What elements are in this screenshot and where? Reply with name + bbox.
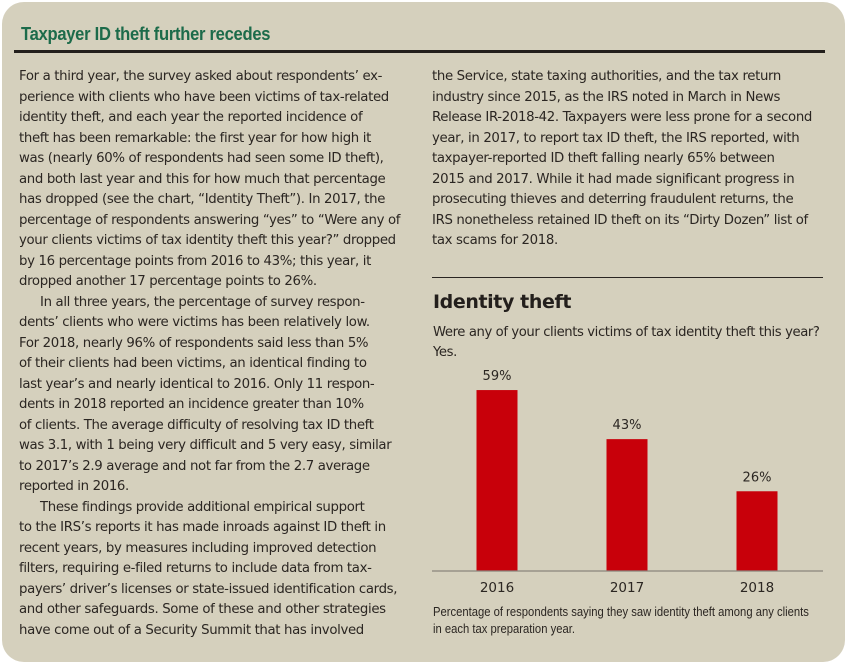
- left-paragraph-2-line: of clients. The average difficulty of re…: [19, 417, 374, 433]
- headline-divider: [14, 50, 825, 53]
- left-paragraph-3-line: payers’ driver’s licenses or state-issue…: [19, 581, 398, 597]
- right-paragraph-1-line: tax scams for 2018.: [432, 233, 558, 248]
- chart-subtitle-line: Were any of your clients victims of tax …: [433, 325, 820, 340]
- left-paragraph-2-line: dents’ clients who were victims has been…: [19, 315, 370, 330]
- left-paragraph-1-line: has dropped (see the chart, “Identity Th…: [19, 192, 386, 207]
- left-paragraph-3-line: filters, requiring e-filed returns to in…: [19, 561, 372, 576]
- left-paragraph-2-line: In all three years, the percentage of su…: [40, 294, 365, 310]
- chart-divider: [432, 277, 823, 278]
- right-paragraph-1-line: IRS nonetheless retained ID theft on its…: [432, 212, 808, 228]
- chart-bars: 59% 2016 43% 2017 26% 2018: [476, 369, 778, 596]
- left-paragraph-1-line: For a third year, the survey asked about…: [19, 69, 383, 84]
- x-tick-label-2016: 2016: [480, 580, 514, 596]
- x-tick-label-2018: 2018: [740, 580, 774, 596]
- left-paragraph-2-line: For 2018, nearly 96% of respondents said…: [19, 335, 369, 351]
- chart-subtitle: Were any of your clients victims of tax …: [433, 323, 820, 363]
- left-paragraph-2-line: of their clients had been victims, an id…: [19, 356, 367, 371]
- article-left-column: For a third year, the survey asked about…: [19, 67, 419, 641]
- right-paragraph-1-line: Release IR-2018-42. Taxpayers were less …: [432, 110, 812, 125]
- bar-2018: [736, 491, 778, 571]
- bar-2016: [476, 390, 518, 571]
- left-paragraph-1-line: identity theft, and each year the report…: [19, 110, 363, 125]
- left-paragraph-3-line: have come out of a Security Summit that …: [19, 622, 364, 638]
- right-paragraph-1-line: prosecuting thieves and deterring fraudu…: [432, 192, 794, 207]
- left-paragraph-1-line: percentage of respondents answering “yes…: [19, 212, 401, 228]
- left-paragraph-2-line: last year’s and nearly identical to 2016…: [19, 376, 375, 392]
- data-label-2016: 59%: [483, 369, 512, 384]
- chart-caption: Percentage of respondents saying they sa…: [433, 604, 809, 638]
- left-paragraph-3-line: to the IRS’s reports it has made inroads…: [19, 520, 386, 535]
- left-paragraph-2-line: reported in 2016.: [19, 479, 129, 494]
- left-paragraph-1-line: theft has been remarkable: the first yea…: [19, 130, 371, 146]
- left-paragraph-2-line: to 2017’s 2.9 average and not far from t…: [19, 458, 370, 474]
- left-paragraph-1-line: your clients victims of tax identity the…: [19, 233, 396, 248]
- identity-theft-bar-chart: 59% 2016 43% 2017 26% 2018: [432, 369, 823, 596]
- left-paragraph-1-line: dropped another 17 percentage points to …: [19, 274, 317, 289]
- left-paragraph-2-line: was 3.1, with 1 being very difficult and…: [19, 438, 392, 453]
- left-paragraph-3-line: These findings provide additional empiri…: [40, 499, 365, 515]
- left-paragraph-1-line: by 16 percentage points from 2016 to 43%…: [19, 253, 372, 269]
- data-label-2017: 43%: [613, 418, 642, 433]
- article-headline: Taxpayer ID theft further recedes: [21, 24, 271, 44]
- left-paragraph-3-line: recent years, by measures including impr…: [19, 540, 377, 556]
- right-paragraph-1-line: year, in 2017, to report tax ID theft, t…: [432, 130, 800, 146]
- right-paragraph-1-line: industry since 2015, as the IRS noted in…: [432, 89, 781, 105]
- left-paragraph-1-line: was (nearly 60% of respondents had seen …: [19, 151, 384, 166]
- right-paragraph-1-line: taxpayer-reported ID theft falling nearl…: [432, 151, 775, 166]
- article-right-column: the Service, state taxing authorities, a…: [432, 67, 832, 252]
- left-paragraph-3-line: and other safeguards. Some of these and …: [19, 602, 386, 617]
- left-paragraph-1-line: and both last year and this for how much…: [19, 171, 386, 187]
- chart-title: Identity theft: [433, 291, 572, 313]
- right-paragraph-1-line: the Service, state taxing authorities, a…: [432, 69, 782, 84]
- chart-caption-line: Percentage of respondents saying they sa…: [433, 605, 809, 619]
- chart-subtitle-line: Yes.: [433, 345, 457, 360]
- data-label-2018: 26%: [743, 470, 772, 485]
- bar-2017: [606, 439, 648, 571]
- right-paragraph-1-line: 2015 and 2017. While it had made signifi…: [432, 171, 795, 187]
- chart-caption-line: in each tax preparation year.: [433, 622, 575, 636]
- x-tick-label-2017: 2017: [610, 580, 644, 596]
- left-paragraph-1-line: perience with clients who have been vict…: [19, 89, 389, 105]
- left-paragraph-2-line: dents in 2018 reported an incidence grea…: [19, 397, 364, 412]
